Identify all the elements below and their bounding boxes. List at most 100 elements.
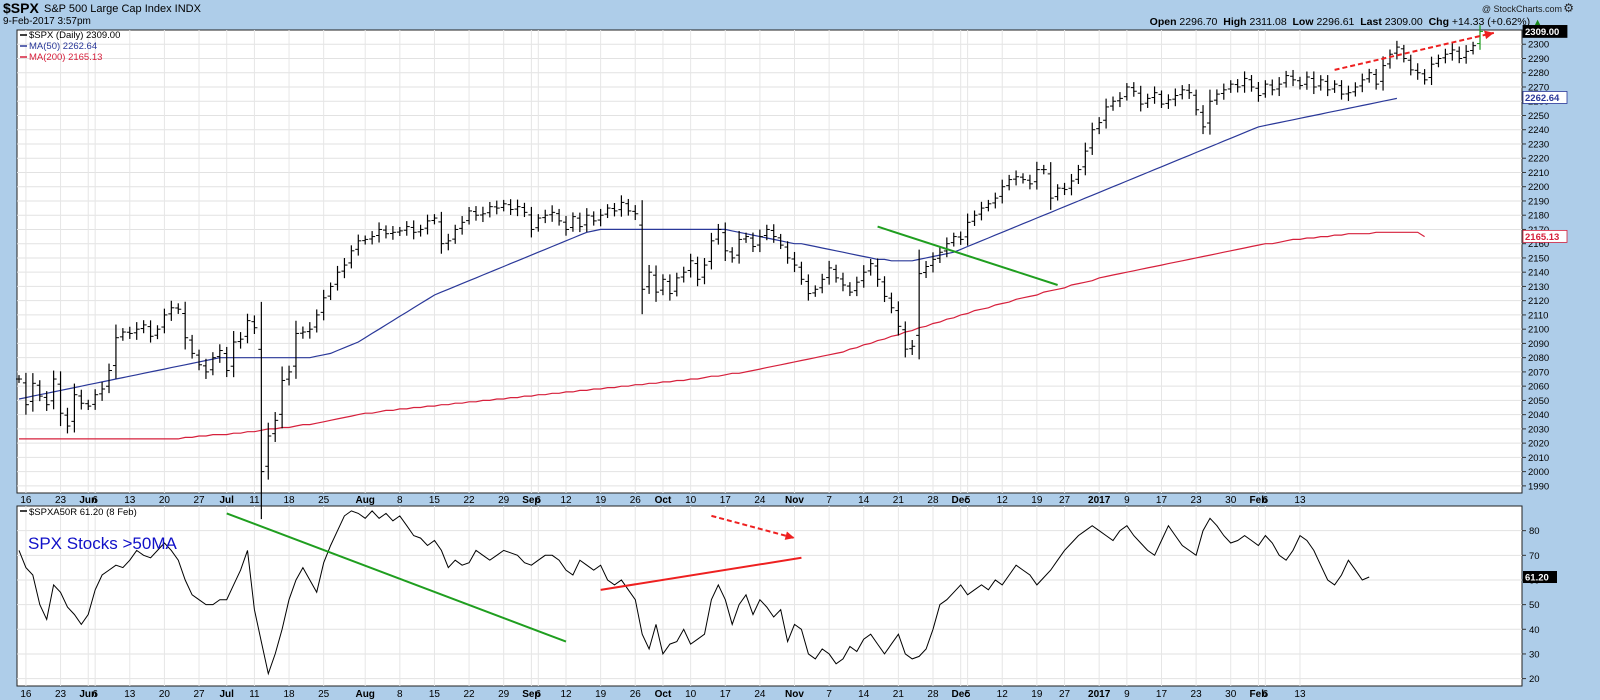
price-value-marker xyxy=(1522,229,1568,243)
breadth-tick-label: 20 xyxy=(1529,674,1540,685)
date-tick-label: Jun xyxy=(79,689,97,700)
price-value-marker-label: 2309.00 xyxy=(1525,27,1559,38)
date-tick-label: Jul xyxy=(219,689,234,700)
date-tick-label: 27 xyxy=(193,689,205,700)
lower-panel-label: SPX Stocks >50MA xyxy=(28,534,177,553)
breadth-trendline xyxy=(226,512,567,643)
price-plot-area xyxy=(16,29,1523,494)
axis-labels: 1990200020102020203020402050206020702080… xyxy=(20,25,1568,700)
price-tick-label: 2040 xyxy=(1528,410,1549,421)
date-tick-label: 15 xyxy=(429,689,441,700)
date-tick-label: 2017 xyxy=(1088,495,1111,506)
last-value: 2309.00 xyxy=(1384,16,1423,28)
price-value-marker-label: 2165.13 xyxy=(1525,232,1559,243)
breadth-tick-label: 80 xyxy=(1529,526,1540,537)
date-tick-label: 25 xyxy=(318,495,330,506)
date-tick-label: 14 xyxy=(858,689,870,700)
date-tick-label: 21 xyxy=(893,495,905,506)
high-label: High xyxy=(1223,16,1247,28)
open-label: Open xyxy=(1149,16,1177,28)
date-tick-label: 16 xyxy=(20,495,32,506)
date-tick-label: 5 xyxy=(965,495,971,506)
price-tick-label: 2300 xyxy=(1528,40,1549,51)
price-tick-label: 2080 xyxy=(1528,353,1549,364)
date-tick-label: 20 xyxy=(159,495,171,506)
date-tick-label: 23 xyxy=(1191,495,1203,506)
date-tick-label: Jun xyxy=(79,495,97,506)
date-tick-label: 9 xyxy=(1124,689,1130,700)
high-value: 2311.08 xyxy=(1249,16,1287,28)
date-tick-label: 13 xyxy=(1294,495,1306,506)
legend-entry: MA(200) 2165.13 xyxy=(29,52,102,63)
date-tick-label: Nov xyxy=(785,689,804,700)
price-tick-label: 2210 xyxy=(1528,168,1549,179)
price-tick-label: 2200 xyxy=(1528,182,1549,193)
price-trendline xyxy=(877,225,1058,286)
date-tick-label: 7 xyxy=(826,689,832,700)
date-tick-label: 12 xyxy=(997,689,1009,700)
open-value: 2296.70 xyxy=(1179,16,1218,28)
breadth-dashed-arrow xyxy=(711,514,795,540)
low-label: Low xyxy=(1292,16,1314,28)
price-arrowhead xyxy=(1484,30,1494,40)
price-tick-label: 2060 xyxy=(1528,382,1549,393)
price-value-marker xyxy=(1522,25,1568,38)
date-tick-label: 2017 xyxy=(1088,689,1111,700)
gear-icon[interactable]: ⚙ xyxy=(1563,1,1574,15)
date-tick-label: 19 xyxy=(1031,689,1043,700)
date-tick-label: 6 xyxy=(92,689,98,700)
date-tick-label: 9 xyxy=(1124,495,1130,506)
price-tick-label: 2180 xyxy=(1528,211,1549,222)
date-tick-label: 23 xyxy=(55,689,67,700)
price-tick-label: 2070 xyxy=(1528,367,1549,378)
date-tick-label: 15 xyxy=(429,495,441,506)
breadth-tick-label: 70 xyxy=(1529,551,1540,562)
last-label: Last xyxy=(1360,16,1382,28)
breadth-plot-area xyxy=(16,505,1523,687)
timestamp: 9-Feb-2017 3:57pm xyxy=(3,16,91,27)
price-value-marker-label: 2262.64 xyxy=(1525,93,1560,104)
date-tick-label: 7 xyxy=(826,495,832,506)
breadth-line xyxy=(18,510,1370,676)
price-tick-label: 2280 xyxy=(1528,68,1549,79)
breadth-tick-label: 30 xyxy=(1529,649,1540,660)
date-tick-label: 30 xyxy=(1225,495,1237,506)
date-tick-label: Feb xyxy=(1250,495,1268,506)
date-tick-label: 19 xyxy=(1031,495,1043,506)
date-tick-label: 12 xyxy=(997,495,1009,506)
chg-value: +14.33 (+0.62%) xyxy=(1451,16,1531,28)
date-tick-label: 24 xyxy=(754,689,766,700)
date-tick-label: 10 xyxy=(685,495,697,506)
date-tick-label: 18 xyxy=(283,689,295,700)
date-tick-label: 5 xyxy=(965,689,971,700)
legend-entry: MA(50) 2262.64 xyxy=(29,41,97,52)
date-tick-label: Oct xyxy=(655,495,672,506)
price-tick-label: 2030 xyxy=(1528,424,1549,435)
date-tick-label: 19 xyxy=(595,495,607,506)
gridlines xyxy=(17,30,1522,686)
date-tick-label: Sep xyxy=(522,689,540,700)
price-tick-label: 2230 xyxy=(1528,139,1549,150)
date-tick-label: 21 xyxy=(893,689,905,700)
price-tick-label: 2010 xyxy=(1528,453,1549,464)
price-tick-label: 2120 xyxy=(1528,296,1549,307)
low-value: 2296.61 xyxy=(1316,16,1355,28)
chg-label: Chg xyxy=(1428,16,1449,28)
date-tick-label: Aug xyxy=(355,689,374,700)
symbol-title: $SPX xyxy=(3,0,39,16)
price-tick-label: 2240 xyxy=(1528,125,1549,136)
date-tick-label: 6 xyxy=(536,689,542,700)
price-tick-label: 2140 xyxy=(1528,268,1549,279)
date-tick-label: 6 xyxy=(92,495,98,506)
date-tick-label: 28 xyxy=(927,689,939,700)
price-tick-label: 2130 xyxy=(1528,282,1549,293)
breadth-trendline xyxy=(600,556,802,591)
date-tick-label: 17 xyxy=(1156,495,1168,506)
date-tick-label: 12 xyxy=(560,495,572,506)
date-tick-label: Feb xyxy=(1250,689,1268,700)
breadth-value-marker xyxy=(1523,571,1557,584)
date-tick-label: 17 xyxy=(720,689,732,700)
date-tick-label: 20 xyxy=(159,689,171,700)
